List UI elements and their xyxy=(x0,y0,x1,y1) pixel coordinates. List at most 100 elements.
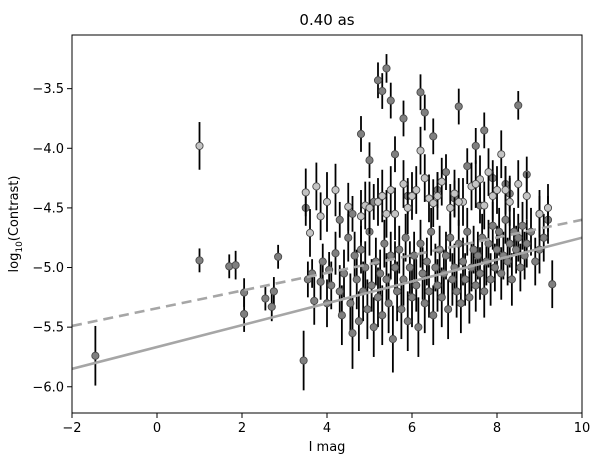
data-point xyxy=(390,263,400,272)
data-point xyxy=(403,203,412,212)
data-point xyxy=(344,202,353,211)
data-point xyxy=(316,277,325,286)
data-point xyxy=(335,215,344,224)
data-point xyxy=(492,185,502,195)
data-point xyxy=(450,189,459,198)
data-point xyxy=(531,257,540,266)
data-point xyxy=(495,227,504,236)
data-point xyxy=(514,101,523,110)
x-tick-label: 0 xyxy=(153,421,161,436)
x-axis: −2 0 2 4 6 8 10 xyxy=(62,413,590,436)
data-point xyxy=(416,88,425,97)
data-point xyxy=(382,64,391,73)
data-point xyxy=(195,256,204,265)
data-point xyxy=(437,293,446,302)
data-point xyxy=(269,287,278,296)
data-point xyxy=(267,302,276,311)
data-point xyxy=(348,209,357,218)
data-point xyxy=(505,239,514,248)
data-point xyxy=(405,263,414,272)
data-point xyxy=(331,185,340,195)
data-point xyxy=(431,263,440,272)
data-point xyxy=(444,305,453,314)
data-point xyxy=(382,209,391,218)
x-tick-label: 6 xyxy=(408,421,416,436)
data-point xyxy=(365,203,374,212)
data-point xyxy=(354,317,363,326)
data-point xyxy=(318,257,327,266)
data-point xyxy=(501,215,510,224)
y-tick-label: −3.5 xyxy=(32,82,64,97)
data-point xyxy=(463,227,472,236)
data-point xyxy=(363,305,372,314)
data-point xyxy=(373,293,383,302)
data-point xyxy=(471,141,480,150)
data-point xyxy=(373,197,383,206)
data-point xyxy=(418,269,427,278)
data-point xyxy=(543,203,553,212)
x-tick-label: 4 xyxy=(323,421,331,436)
data-point xyxy=(497,150,506,159)
x-tick-label: −2 xyxy=(62,421,81,436)
data-point xyxy=(384,299,393,308)
data-point xyxy=(240,309,249,319)
data-point xyxy=(488,191,497,201)
y-tick-label: −4.0 xyxy=(32,142,64,157)
plot-area xyxy=(72,54,582,391)
data-point xyxy=(480,126,489,135)
x-tick-label: 10 xyxy=(574,421,591,436)
data-point xyxy=(195,141,204,150)
data-point xyxy=(461,275,470,284)
data-point xyxy=(231,261,240,270)
data-point xyxy=(458,257,468,266)
data-point xyxy=(446,203,455,212)
data-point xyxy=(437,177,446,186)
data-point xyxy=(429,311,438,320)
data-point xyxy=(378,191,387,201)
data-point xyxy=(429,132,438,141)
series-light xyxy=(195,122,553,257)
data-point xyxy=(522,191,531,201)
data-point xyxy=(414,323,423,332)
data-point xyxy=(350,251,359,260)
data-point xyxy=(390,150,400,159)
data-point xyxy=(369,323,378,332)
data-point xyxy=(274,252,283,261)
data-point xyxy=(365,156,374,165)
data-point xyxy=(310,296,319,305)
data-point xyxy=(388,335,397,344)
data-point xyxy=(407,191,417,201)
data-point xyxy=(471,180,480,189)
data-point xyxy=(441,168,451,177)
data-point xyxy=(327,281,336,290)
data-point xyxy=(378,311,387,320)
data-point xyxy=(380,239,389,248)
data-point xyxy=(337,311,346,320)
y-tick-label: −6.0 xyxy=(32,380,64,395)
data-point xyxy=(397,305,406,314)
data-point xyxy=(399,180,408,189)
data-point xyxy=(420,174,429,183)
x-axis-label: I mag xyxy=(309,440,346,455)
data-point xyxy=(301,188,310,197)
data-point xyxy=(441,251,451,260)
data-point xyxy=(346,299,355,308)
data-point xyxy=(539,233,548,242)
data-point xyxy=(420,299,429,308)
data-point xyxy=(475,269,485,278)
data-point xyxy=(412,281,421,290)
data-point xyxy=(348,329,357,338)
data-point xyxy=(352,275,361,284)
data-point xyxy=(416,146,425,155)
data-point xyxy=(356,245,366,254)
data-point xyxy=(505,197,514,206)
data-point xyxy=(344,233,353,242)
data-point xyxy=(390,209,400,218)
data-point xyxy=(386,185,395,195)
y-tick-label: −5.5 xyxy=(32,321,64,336)
data-point xyxy=(514,180,523,189)
data-point xyxy=(463,162,472,171)
data-point xyxy=(433,191,442,201)
data-point xyxy=(497,269,506,278)
